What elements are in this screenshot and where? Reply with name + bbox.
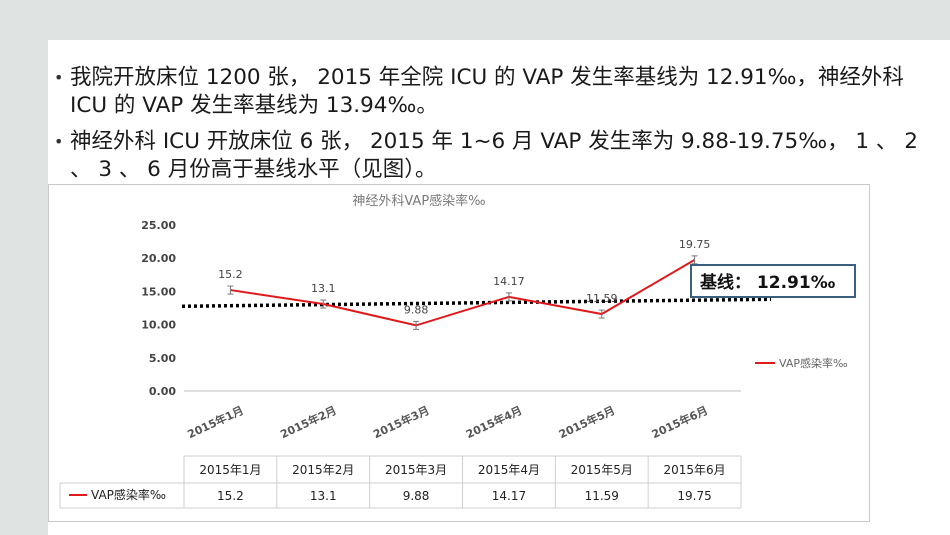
table-value-cell: 13.1 (310, 489, 337, 503)
y-tick-label: 0.00 (149, 385, 176, 398)
table-row-label: VAP感染率‰ (91, 487, 166, 502)
table-value-cell: 9.88 (403, 489, 430, 503)
y-tick-label: 15.00 (141, 285, 176, 298)
table-header-cell: 2015年2月 (292, 463, 354, 477)
y-tick-label: 20.00 (141, 252, 176, 265)
bullet-text-2: 神经外科 ICU 开放床位 6 张， 2015 年 1~6 月 VAP 发生率为… (70, 129, 918, 182)
table-value-cell: 15.2 (217, 489, 244, 503)
table-value-cell: 11.59 (585, 489, 619, 503)
data-label: 15.2 (218, 268, 243, 281)
x-tick-label: 2015年6月 (649, 403, 710, 441)
baseline-dotted-line (181, 297, 772, 309)
table-value-cell: 14.17 (492, 489, 526, 503)
bullet-item-2: • 神经外科 ICU 开放床位 6 张， 2015 年 1~6 月 VAP 发生… (52, 128, 932, 184)
table-value-cell: 19.75 (677, 489, 711, 503)
data-label: 11.59 (586, 292, 618, 305)
data-label: 14.17 (493, 275, 524, 288)
table-header-cell: 2015年5月 (571, 463, 633, 477)
line-chart: 神经外科VAP感染率‰ 0.00 5.00 10.00 15.00 20.00 25.00 2… (59, 193, 848, 509)
chart-container: 神经外科VAP感染率‰ 0.00 5.00 10.00 15.00 20.00 25.00 2… (48, 184, 870, 522)
x-tick-label: 2015年2月 (278, 403, 339, 441)
bullet-item-1: • 我院开放床位 1200 张， 2015 年全院 ICU 的 VAP 发生率基… (52, 64, 932, 120)
bullet-text-1: 我院开放床位 1200 张， 2015 年全院 ICU 的 VAP 发生率基线为… (70, 65, 904, 118)
x-tick-label: 2015年4月 (464, 403, 525, 441)
chart-title: 神经外科VAP感染率‰ (352, 193, 485, 209)
y-tick-label: 25.00 (141, 219, 176, 232)
data-label: 13.1 (311, 282, 336, 295)
y-tick-label: 10.00 (141, 319, 176, 332)
x-tick-label: 2015年3月 (371, 403, 432, 441)
table-header-cell: 2015年6月 (663, 463, 725, 477)
data-label: 19.75 (679, 238, 711, 251)
bullet-dot-icon: • (54, 132, 64, 151)
data-label: 9.88 (404, 303, 429, 316)
table-header-cell: 2015年4月 (478, 463, 540, 477)
baseline-callout: 基线： 12.91‰ (690, 264, 856, 298)
table-header-cell: 2015年3月 (385, 463, 447, 477)
x-tick-label: 2015年1月 (185, 403, 246, 441)
table-header-cell: 2015年1月 (199, 463, 261, 477)
series-line (230, 258, 696, 327)
bullet-list: • 我院开放床位 1200 张， 2015 年全院 ICU 的 VAP 发生率基… (52, 64, 932, 184)
y-tick-label: 5.00 (149, 352, 176, 365)
bullet-dot-icon: • (54, 68, 64, 87)
x-tick-label: 2015年5月 (556, 403, 617, 441)
legend-label: VAP感染率‰ (779, 356, 848, 370)
